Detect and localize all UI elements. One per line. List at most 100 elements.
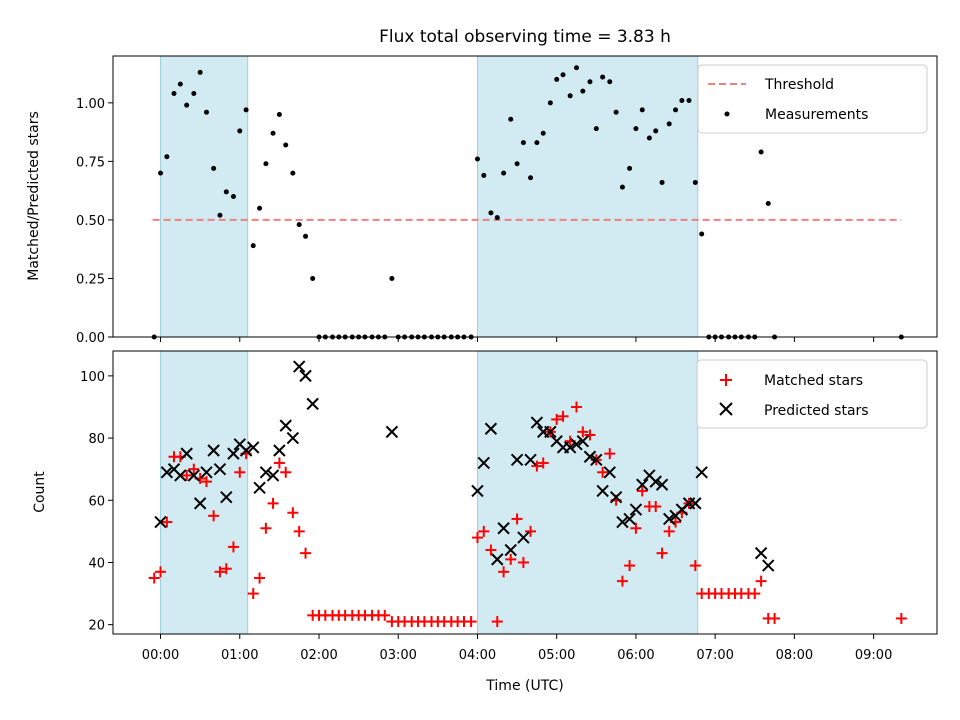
measurement-point [389, 275, 395, 281]
predicted-star-mark [609, 490, 623, 504]
y-tick-label: 80 [88, 432, 105, 447]
matched-star-point [650, 500, 662, 512]
matched-star-point [181, 469, 193, 481]
matched-star-point [557, 410, 569, 422]
predicted-star-point [530, 416, 544, 429]
predicted-star-point [544, 425, 557, 439]
bottom-legend: Matched stars Predicted stars [696, 359, 928, 429]
measurement-point [276, 112, 282, 118]
predicted-star-mark [596, 484, 609, 498]
predicted-star-mark [603, 466, 616, 479]
measurement-point [567, 93, 573, 99]
predicted-star-mark [695, 466, 708, 479]
predicted-star-point [253, 481, 266, 495]
x-tick-label: 05:00 [538, 648, 575, 663]
matched-star-point [188, 463, 200, 475]
measurement-point [494, 215, 500, 221]
matched-star-point [755, 575, 767, 587]
predicted-star-mark [524, 453, 537, 467]
top-legend: Threshold Measurements [697, 64, 928, 134]
matched-star-point [267, 497, 279, 509]
predicted-star-point [213, 462, 227, 476]
matched-star-point [551, 413, 563, 425]
measurement-point [184, 102, 190, 108]
measurement-point [177, 81, 183, 87]
measurement-point [666, 121, 672, 127]
y-tick-label: 0.50 [76, 214, 105, 229]
x-tick-label: 08:00 [776, 648, 813, 663]
matched-star-point [525, 525, 537, 537]
matched-star-point [280, 466, 292, 478]
predicted-star-mark [471, 484, 484, 498]
predicted-star-mark [233, 438, 246, 451]
predicted-star-point [292, 360, 306, 373]
matched-star-point [247, 588, 259, 600]
measurement-point [600, 74, 606, 80]
legend-measurements-swatch [724, 111, 730, 117]
measurement-point [481, 172, 487, 178]
predicted-star-mark [279, 419, 292, 432]
matched-star-point [155, 566, 167, 578]
predicted-star-mark [570, 438, 583, 451]
measurement-point [488, 210, 494, 216]
predicted-star-point [576, 434, 590, 448]
legend-predicted-swatch [719, 402, 733, 416]
predicted-star-mark [510, 453, 524, 467]
measurement-point [765, 201, 771, 207]
matched-star-point [630, 522, 642, 534]
measurement-point [250, 243, 256, 249]
predicted-star-point [623, 512, 636, 526]
predicted-star-point [471, 484, 484, 498]
predicted-star-mark [636, 478, 649, 491]
matched-star-point [577, 426, 589, 438]
measurement-point [474, 156, 480, 162]
matched-star-point [214, 566, 226, 578]
predicted-star-point [510, 453, 524, 467]
x-tick-label: 04:00 [459, 648, 496, 663]
predicted-star-point [484, 422, 498, 435]
predicted-star-point [286, 431, 300, 445]
x-tick-label: 06:00 [617, 648, 654, 663]
predicted-star-mark [239, 444, 253, 457]
predicted-star-mark [286, 431, 300, 445]
measurement-point [257, 205, 263, 211]
matched-star-point [498, 566, 510, 578]
predicted-star-mark [662, 512, 676, 526]
matched-star-point [517, 556, 529, 568]
predicted-star-point [306, 397, 319, 411]
bottom-x-ticks: 00:00 01:00 02:00 03:00 04:00 05:00 06:00 07:00… [142, 634, 892, 663]
matched-star-point [485, 544, 497, 556]
matched-star-point [465, 616, 477, 628]
y-tick-label: 0.00 [76, 331, 105, 346]
predicted-star-mark [590, 453, 603, 467]
measurement-point [270, 130, 276, 136]
predicted-star-mark [253, 481, 266, 495]
y-tick-label: 40 [88, 556, 105, 571]
matched-star-point [200, 476, 212, 488]
measurement-point [627, 165, 633, 171]
bottom-panel: 20 40 60 80 100 00:00 01:00 02:00 03:00 04:00 05:… [32, 350, 938, 694]
legend-predicted-label: Predicted stars [764, 403, 869, 419]
measurement-point [607, 79, 613, 85]
matched-star-point [491, 616, 503, 628]
matched-star-point [208, 510, 220, 522]
predicted-star-mark [623, 512, 636, 526]
predicted-star-point [266, 469, 280, 482]
measurement-point [587, 79, 593, 85]
x-tick-label: 01:00 [221, 648, 258, 663]
predicted-star-mark [227, 447, 240, 460]
predicted-star-mark [200, 466, 213, 479]
predicted-star-mark [762, 559, 775, 572]
measurement-point [171, 90, 177, 96]
predicted-star-mark [247, 441, 260, 454]
predicted-star-mark [550, 434, 563, 448]
measurement-point [554, 76, 560, 82]
predicted-star-point [227, 447, 240, 460]
matched-star-point [254, 572, 266, 584]
measurement-point [158, 170, 164, 176]
top-y-ticks: 0.00 0.25 0.50 0.75 1.00 [76, 97, 113, 346]
measurement-point [203, 109, 209, 115]
predicted-star-mark [160, 466, 174, 479]
measurement-point [237, 128, 243, 134]
predicted-star-point [695, 466, 708, 479]
